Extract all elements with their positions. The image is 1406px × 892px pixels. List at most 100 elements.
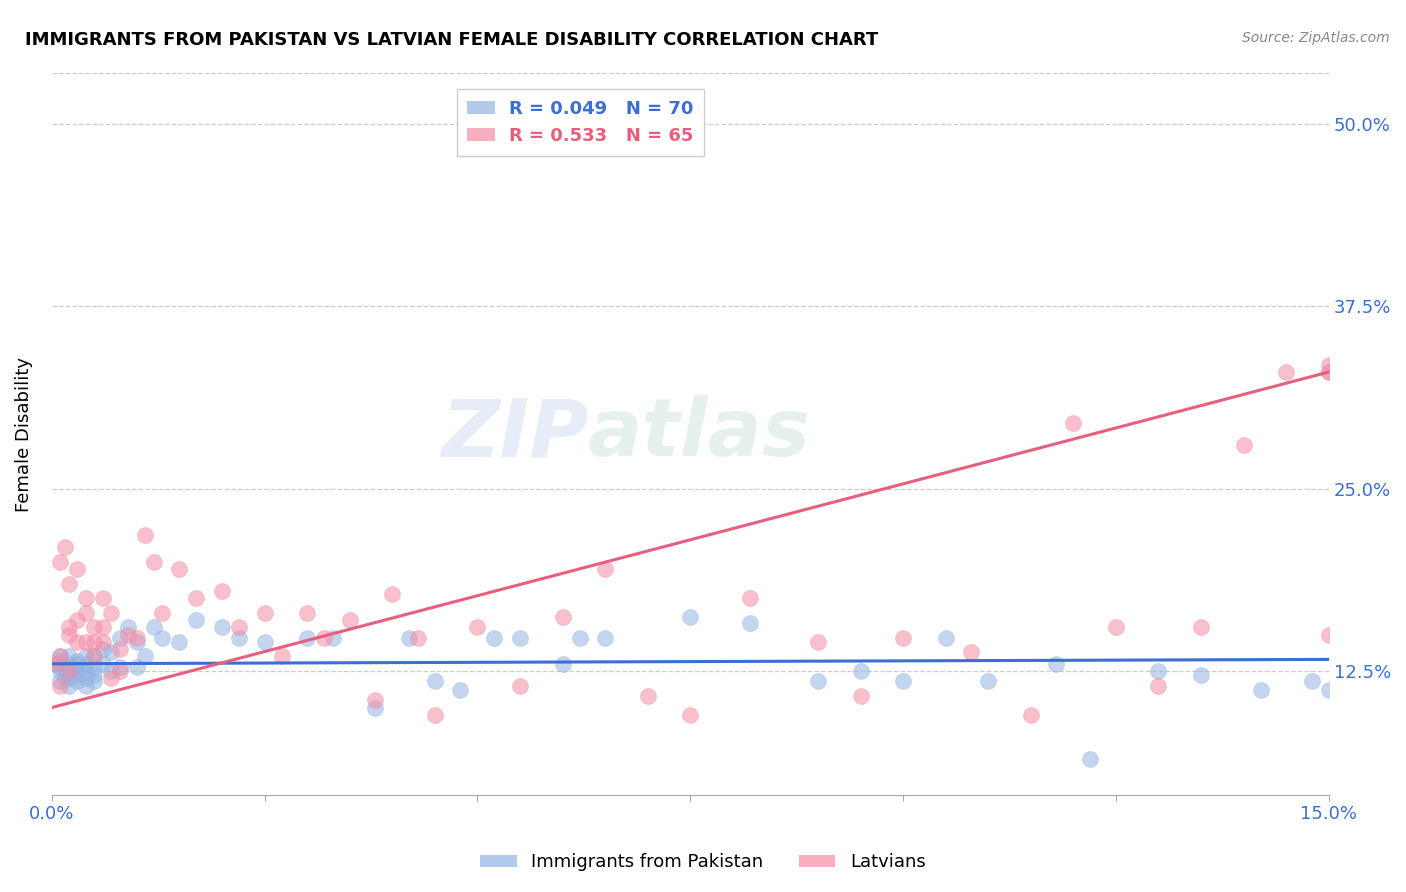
Point [58,649,80,664]
Point [637,689,659,703]
Point [49,649,72,664]
Point [1233,438,1256,452]
Point [83,674,105,689]
Point [169,562,191,576]
Point [58,671,80,685]
Point [75,657,97,671]
Text: ZIP: ZIP [440,395,588,473]
Point [91,591,114,606]
Point [49,674,72,689]
Point [58,657,80,671]
Point [935,631,957,645]
Point [100,664,122,678]
Point [91,620,114,634]
Point [398,631,420,645]
Point [66,674,89,689]
Point [83,620,105,634]
Point [1062,416,1084,430]
Point [75,679,97,693]
Legend: R = 0.049   N = 70, R = 0.533   N = 65: R = 0.049 N = 70, R = 0.533 N = 65 [457,89,704,156]
Point [75,671,97,685]
Point [58,679,80,693]
Point [891,674,914,689]
Point [1189,668,1212,682]
Point [58,576,80,591]
Point [58,627,80,641]
Point [1189,620,1212,634]
Point [807,674,830,689]
Text: Source: ZipAtlas.com: Source: ZipAtlas.com [1241,31,1389,45]
Point [58,620,80,634]
Point [1301,674,1323,689]
Point [381,587,404,601]
Point [49,555,72,569]
Point [1080,751,1102,765]
Point [1317,365,1340,379]
Point [152,606,174,620]
Point [45,657,67,671]
Point [53,540,76,554]
Point [100,645,122,659]
Point [125,635,148,649]
Point [551,657,574,671]
Point [49,649,72,664]
Point [49,654,72,668]
Point [1045,657,1067,671]
Point [467,620,489,634]
Point [83,649,105,664]
Point [1019,707,1042,722]
Point [142,620,165,634]
Point [49,659,72,673]
Point [169,635,191,649]
Point [679,707,702,722]
Point [253,606,276,620]
Point [49,664,72,678]
Point [66,613,89,627]
Point [83,668,105,682]
Point [211,583,233,598]
Point [593,562,616,576]
Point [1250,683,1272,698]
Point [1105,620,1128,634]
Point [58,664,80,678]
Point [295,606,318,620]
Point [253,635,276,649]
Point [91,635,114,649]
Point [53,659,76,673]
Point [960,645,983,659]
Point [679,610,702,624]
Point [423,707,446,722]
Point [364,693,387,707]
Point [1317,627,1340,641]
Point [66,654,89,668]
Point [314,631,336,645]
Point [364,700,387,714]
Point [891,631,914,645]
Point [551,610,574,624]
Point [49,679,72,693]
Point [849,664,872,678]
Point [75,591,97,606]
Point [108,631,131,645]
Point [66,635,89,649]
Point [108,642,131,657]
Point [66,562,89,576]
Point [449,683,471,698]
Point [807,635,830,649]
Point [134,528,156,542]
Point [228,620,250,634]
Point [228,631,250,645]
Point [125,631,148,645]
Point [75,649,97,664]
Point [977,674,1000,689]
Point [91,657,114,671]
Point [322,631,344,645]
Point [186,591,208,606]
Point [568,631,591,645]
Point [738,615,761,630]
Text: IMMIGRANTS FROM PAKISTAN VS LATVIAN FEMALE DISABILITY CORRELATION CHART: IMMIGRANTS FROM PAKISTAN VS LATVIAN FEMA… [25,31,879,49]
Point [45,657,67,671]
Point [509,679,531,693]
Y-axis label: Female Disability: Female Disability [15,357,32,511]
Point [108,664,131,678]
